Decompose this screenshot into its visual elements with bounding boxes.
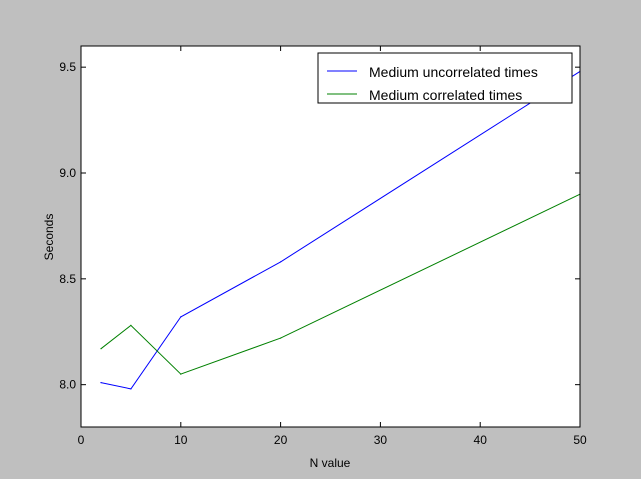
x-tick-label: 10	[174, 433, 188, 447]
y-axis-label: Seconds	[42, 214, 56, 261]
data-point	[180, 373, 182, 375]
plot-area	[81, 46, 580, 427]
data-point	[100, 348, 102, 350]
legend: Medium uncorrelated times Medium correla…	[317, 52, 573, 104]
x-tick-label: 0	[78, 433, 85, 447]
data-point	[100, 382, 102, 384]
legend-label-correlated: Medium correlated times	[369, 87, 522, 103]
y-tick-label: 8.0	[59, 378, 76, 392]
y-tick-label: 9.5	[59, 60, 76, 74]
data-point	[280, 337, 282, 339]
data-point	[280, 261, 282, 263]
tick-layer: 0 10 20 30 40 50 8.0 8.5 9.0 9.5	[59, 46, 587, 447]
x-tick-label: 40	[474, 433, 488, 447]
plot-frame	[80, 45, 581, 428]
series-layer	[100, 70, 581, 390]
legend-label-uncorrelated: Medium uncorrelated times	[369, 64, 538, 80]
x-tick-label: 50	[573, 433, 587, 447]
data-point	[180, 316, 182, 318]
data-point	[130, 324, 132, 326]
y-tick-label: 8.5	[59, 272, 76, 286]
x-tick-label: 20	[274, 433, 288, 447]
legend-box	[317, 52, 573, 104]
y-tick-label: 9.0	[59, 166, 76, 180]
x-tick-label: 30	[374, 433, 388, 447]
x-axis-label: N value	[310, 456, 351, 470]
data-point	[130, 388, 132, 390]
